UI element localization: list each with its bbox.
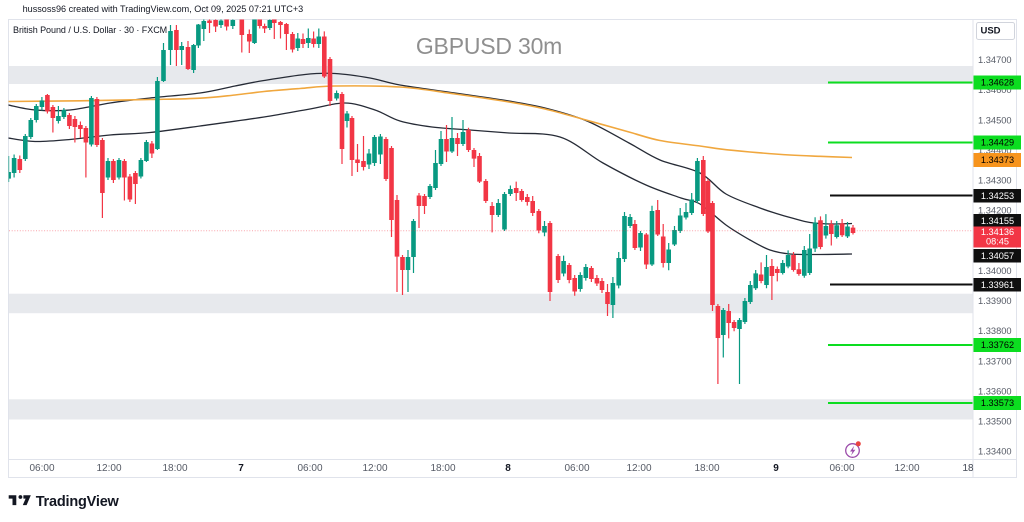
svg-text:12:00: 12:00 — [894, 463, 919, 474]
svg-text:GBPUSD 30m: GBPUSD 30m — [416, 33, 562, 59]
svg-text:06:00: 06:00 — [564, 463, 589, 474]
svg-text:1.33600: 1.33600 — [978, 386, 1012, 396]
svg-text:1.34373: 1.34373 — [981, 155, 1014, 165]
svg-text:British Pound / U.S. Dollar ·: British Pound / U.S. Dollar · 30 · FXCM — [13, 25, 167, 35]
svg-text:1.34400: 1.34400 — [978, 145, 1012, 155]
svg-text:1.33400: 1.33400 — [978, 447, 1012, 457]
svg-text:1.34500: 1.34500 — [978, 115, 1012, 125]
svg-text:06:00: 06:00 — [297, 463, 322, 474]
svg-text:08:45: 08:45 — [986, 237, 1009, 247]
svg-text:8: 8 — [505, 463, 511, 474]
svg-text:1.33573: 1.33573 — [981, 398, 1014, 408]
svg-text:06:00: 06:00 — [29, 463, 54, 474]
svg-text:18:00: 18:00 — [694, 463, 719, 474]
svg-text:1.33961: 1.33961 — [981, 280, 1014, 290]
svg-text:1.34429: 1.34429 — [981, 138, 1014, 148]
svg-text:1.33900: 1.33900 — [978, 296, 1012, 306]
svg-text:1.34057: 1.34057 — [981, 251, 1014, 261]
svg-text:18: 18 — [962, 463, 974, 474]
svg-text:1.34700: 1.34700 — [978, 55, 1012, 65]
svg-text:1.33700: 1.33700 — [978, 356, 1012, 366]
svg-text:18:00: 18:00 — [162, 463, 187, 474]
svg-text:1.34155: 1.34155 — [981, 216, 1014, 226]
svg-text:1.34136: 1.34136 — [981, 227, 1014, 237]
svg-text:1.33762: 1.33762 — [981, 340, 1014, 350]
svg-text:06:00: 06:00 — [829, 463, 854, 474]
svg-text:1.34628: 1.34628 — [981, 78, 1014, 88]
svg-text:1.33800: 1.33800 — [978, 326, 1012, 336]
svg-text:USD: USD — [980, 26, 1000, 37]
svg-text:12:00: 12:00 — [362, 463, 387, 474]
svg-text:18:00: 18:00 — [430, 463, 455, 474]
svg-text:12:00: 12:00 — [626, 463, 651, 474]
svg-text:TradingView: TradingView — [36, 494, 120, 510]
svg-text:hussoss96 created with Trading: hussoss96 created with TradingView.com, … — [23, 4, 304, 14]
svg-text:1.34200: 1.34200 — [978, 206, 1012, 216]
svg-text:7: 7 — [238, 463, 244, 474]
svg-text:12:00: 12:00 — [96, 463, 121, 474]
svg-text:1.34253: 1.34253 — [981, 191, 1014, 201]
svg-text:1.34600: 1.34600 — [978, 85, 1012, 95]
svg-text:1.33500: 1.33500 — [978, 417, 1012, 427]
svg-text:9: 9 — [773, 463, 779, 474]
svg-text:1.34300: 1.34300 — [978, 176, 1012, 186]
svg-text:18: 18 — [962, 463, 974, 474]
svg-text:1.34000: 1.34000 — [978, 266, 1012, 276]
